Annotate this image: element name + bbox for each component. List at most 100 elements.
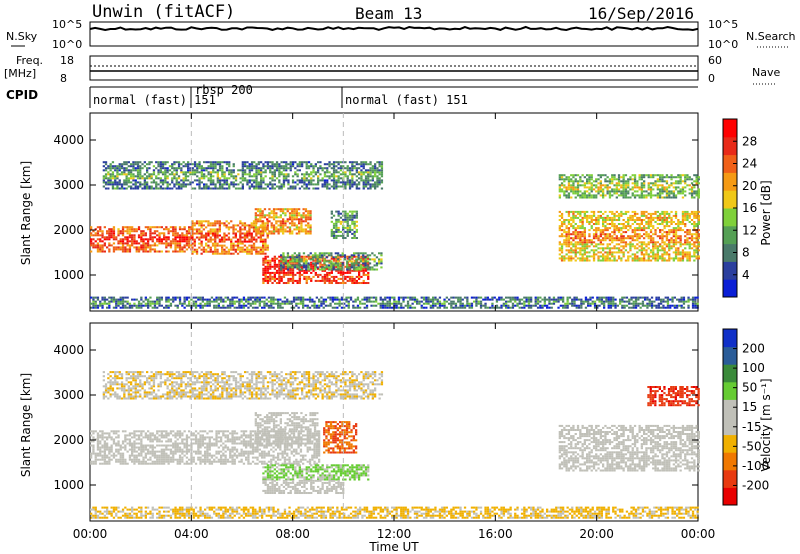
power-cell <box>142 240 145 243</box>
power-cell <box>269 261 272 264</box>
power-cell <box>244 179 247 182</box>
power-cell <box>590 227 593 230</box>
power-cell <box>606 223 609 226</box>
power-cell <box>322 298 325 301</box>
power-cell <box>209 181 213 184</box>
power-cell <box>620 235 623 238</box>
power-cell <box>318 260 322 263</box>
power-cell <box>590 239 593 242</box>
power-cell <box>140 230 143 233</box>
power-cell <box>96 234 100 237</box>
power-cell <box>150 185 153 188</box>
power-cell <box>416 298 419 301</box>
power-cell <box>223 238 226 241</box>
power-cell <box>185 304 189 307</box>
power-cell <box>196 171 199 174</box>
power-cell <box>298 258 301 261</box>
power-cell <box>241 240 244 243</box>
power-cell <box>262 248 265 251</box>
power-cell <box>339 263 343 266</box>
power-cell <box>665 210 669 213</box>
power-cell <box>665 235 669 238</box>
power-cell <box>602 219 605 222</box>
power-cell <box>684 235 687 238</box>
power-cell <box>525 298 528 301</box>
power-cell <box>159 187 162 190</box>
power-cell <box>135 248 138 251</box>
power-cell <box>339 161 343 164</box>
power-cell <box>330 279 333 282</box>
power-cell <box>321 183 324 186</box>
power-cell <box>278 271 281 274</box>
power-cell <box>335 161 338 164</box>
power-cell <box>406 300 410 303</box>
power-cell <box>409 298 412 301</box>
power-cell <box>511 298 515 301</box>
power-cell <box>191 173 194 176</box>
power-cell <box>241 242 244 245</box>
power-cell <box>187 161 190 164</box>
power-cell <box>144 244 147 247</box>
power-cell <box>348 218 352 221</box>
power-cell <box>146 181 149 184</box>
power-cell <box>509 298 512 301</box>
power-cell <box>198 228 201 231</box>
power-cell <box>677 221 680 224</box>
power-cell <box>221 252 224 255</box>
power-cell <box>167 300 170 303</box>
power-cell <box>347 306 350 309</box>
nsky-trace <box>89 25 699 32</box>
power-cell <box>218 187 222 190</box>
power-cell <box>238 300 241 303</box>
power-cell <box>223 250 226 253</box>
power-cell <box>307 179 311 182</box>
power-cell <box>90 296 93 299</box>
power-cell <box>109 183 112 186</box>
power-cell <box>140 236 143 239</box>
power-cell <box>200 248 203 251</box>
power-cell <box>289 257 292 260</box>
power-cell <box>94 234 97 237</box>
power-cell <box>670 219 673 222</box>
power-cell <box>164 163 167 166</box>
power-cell <box>141 175 144 178</box>
power-cell <box>555 300 558 303</box>
power-cell <box>223 161 226 164</box>
power-cell <box>108 236 111 239</box>
power-cell <box>378 258 381 261</box>
power-cell <box>309 268 312 271</box>
power-cell <box>116 169 119 172</box>
power-cell <box>292 306 296 309</box>
power-cell <box>625 296 629 299</box>
power-cell <box>359 268 363 271</box>
power-cell <box>271 275 274 278</box>
power-cell <box>248 185 251 188</box>
power-cell <box>171 173 174 176</box>
power-cell <box>198 232 201 235</box>
power-cell <box>282 218 285 221</box>
power-cell <box>128 234 132 237</box>
power-cell <box>90 234 93 237</box>
power-cell <box>290 306 293 309</box>
power-cell <box>337 230 340 233</box>
power-cell <box>238 304 241 307</box>
power-cell <box>693 237 696 240</box>
power-cell <box>323 173 327 176</box>
power-cell <box>118 173 121 176</box>
power-cell <box>191 230 194 233</box>
power-cell <box>313 306 316 309</box>
power-cell <box>104 187 108 190</box>
power-cell <box>332 161 336 164</box>
power-cell <box>468 306 471 309</box>
power-cell <box>137 246 141 249</box>
power-cell <box>319 173 322 176</box>
power-cell <box>307 262 310 265</box>
power-cell <box>695 249 698 252</box>
power-cell <box>595 245 598 248</box>
power-cell <box>146 185 149 188</box>
power-cell <box>252 228 256 231</box>
power-cell <box>239 236 242 239</box>
power-cell <box>365 296 369 299</box>
power-cell <box>575 306 578 309</box>
power-cell <box>357 266 360 269</box>
